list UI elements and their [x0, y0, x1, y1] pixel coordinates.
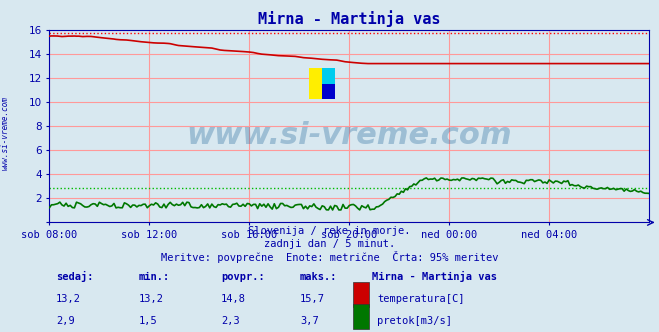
Text: zadnji dan / 5 minut.: zadnji dan / 5 minut. [264, 239, 395, 249]
Text: pretok[m3/s]: pretok[m3/s] [377, 316, 452, 326]
FancyBboxPatch shape [309, 68, 322, 99]
Text: 13,2: 13,2 [56, 294, 81, 304]
Bar [353, 304, 369, 329]
Text: Slovenija / reke in morje.: Slovenija / reke in morje. [248, 226, 411, 236]
Text: 2,9: 2,9 [56, 316, 74, 326]
Bar [353, 282, 369, 307]
Text: Mirna - Martinja vas: Mirna - Martinja vas [372, 271, 498, 282]
Text: sedaj:: sedaj: [56, 271, 94, 282]
Text: www.si-vreme.com: www.si-vreme.com [1, 96, 10, 170]
Text: Meritve: povprečne  Enote: metrične  Črta: 95% meritev: Meritve: povprečne Enote: metrične Črta:… [161, 251, 498, 263]
FancyBboxPatch shape [322, 68, 335, 84]
FancyBboxPatch shape [322, 84, 335, 99]
Text: 14,8: 14,8 [221, 294, 246, 304]
Text: www.si-vreme.com: www.si-vreme.com [186, 121, 512, 150]
Text: maks.:: maks.: [300, 272, 337, 282]
Text: 15,7: 15,7 [300, 294, 325, 304]
Text: min.:: min.: [138, 272, 169, 282]
Title: Mirna - Martinja vas: Mirna - Martinja vas [258, 11, 440, 27]
Text: 3,7: 3,7 [300, 316, 318, 326]
Text: povpr.:: povpr.: [221, 272, 264, 282]
Text: 2,3: 2,3 [221, 316, 239, 326]
Text: 1,5: 1,5 [138, 316, 157, 326]
Text: 13,2: 13,2 [138, 294, 163, 304]
Text: temperatura[C]: temperatura[C] [377, 294, 465, 304]
